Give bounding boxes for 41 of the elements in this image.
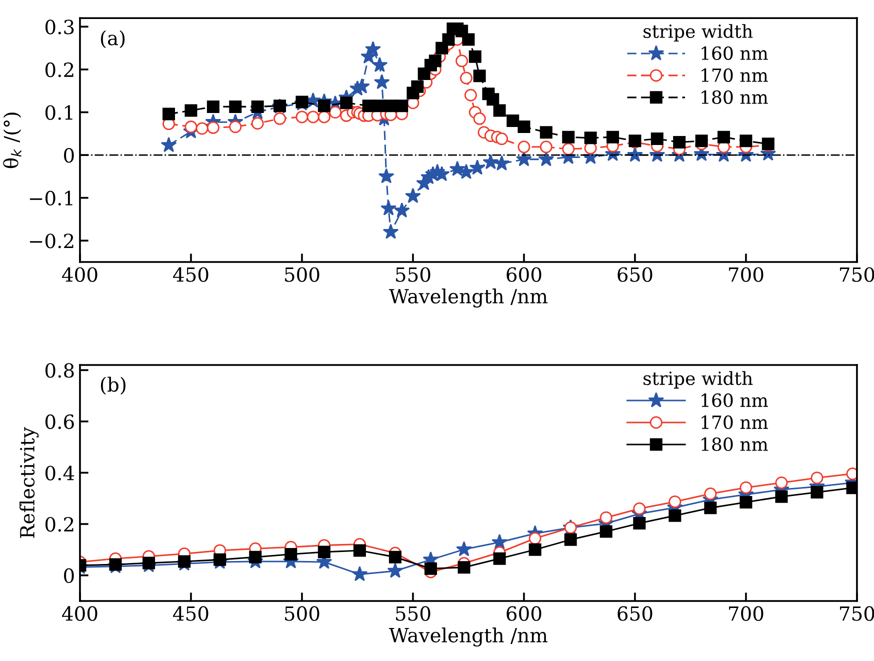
x-tick-label: 650	[618, 606, 652, 621]
x-tick-label: 450	[173, 267, 208, 282]
y-tick-label: 0	[64, 568, 74, 583]
x-tick-label: 600	[506, 606, 542, 621]
legend-label: 170 nm	[702, 415, 768, 430]
y-tick-label: −0.2	[30, 234, 74, 248]
x-tick-label: 750	[840, 267, 874, 282]
annotation: (a)	[100, 30, 125, 48]
x-tick-label: 400	[62, 606, 98, 621]
x-tick-label: 700	[729, 606, 764, 621]
y-tick-label: −0.1	[30, 190, 72, 206]
x-tick-label: 450	[173, 606, 208, 621]
y-tick-label: 0.6	[45, 414, 74, 430]
x-tick-label: 550	[396, 606, 430, 621]
legend-title: stripe width	[644, 24, 753, 42]
y-tick-label: 0.1	[45, 105, 72, 120]
x-tick-label: 500	[285, 606, 320, 621]
y-tick-label: 0.2	[45, 516, 74, 532]
y-axis-title: θ$_{k}$ /(°)	[3, 112, 22, 168]
x-tick-label: 400	[62, 267, 98, 282]
y-axis-title: Reflectivity	[20, 427, 39, 538]
y-tick-label: 0.8	[45, 363, 74, 378]
annotation: (b)	[100, 376, 126, 395]
y-tick-label: 0	[64, 148, 74, 163]
x-axis-title: Wavelength /nm	[389, 627, 548, 647]
x-tick-label: 600	[506, 267, 542, 282]
legend-label: 180 nm	[702, 437, 768, 452]
y-tick-label: 0.2	[45, 62, 74, 78]
x-axis-title: Wavelength /nm	[389, 288, 548, 308]
x-tick-label: 650	[618, 267, 652, 282]
legend-label: 170 nm	[702, 68, 768, 82]
legend-label: 160 nm	[702, 393, 768, 408]
x-tick-label: 750	[840, 606, 874, 621]
x-tick-label: 700	[729, 267, 764, 282]
y-tick-label: 0.3	[45, 20, 74, 34]
legend-label: 160 nm	[702, 46, 768, 60]
x-tick-label: 500	[285, 267, 320, 282]
legend-label: 180 nm	[702, 90, 768, 104]
y-tick-label: 0.4	[45, 466, 74, 480]
x-tick-label: 550	[396, 267, 430, 282]
legend-title: stripe width	[644, 371, 753, 389]
